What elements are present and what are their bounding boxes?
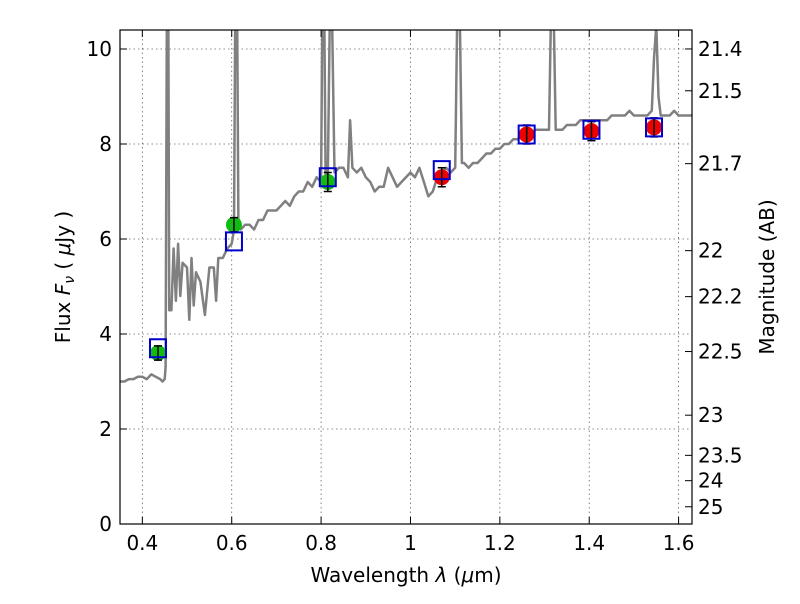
mag-tick-label: 21.5 <box>698 79 743 103</box>
mag-tick-label: 23.5 <box>698 443 743 467</box>
model-point <box>432 160 451 181</box>
mag-tick-label: 23 <box>698 403 723 427</box>
x-tick-label: 1 <box>404 531 417 555</box>
x-tick-label: 1.2 <box>484 531 516 555</box>
x-tick-label: 0.4 <box>126 531 158 555</box>
photometry-points <box>148 117 664 361</box>
model-point <box>318 167 337 188</box>
mag-tick-label: 21.4 <box>698 37 743 61</box>
model-point <box>517 124 536 145</box>
x-tick-label: 1.4 <box>573 531 605 555</box>
model-point <box>645 117 664 138</box>
mag-tick-label: 25 <box>698 495 723 519</box>
y-tick-label: 10 <box>87 37 112 61</box>
y-tick-label: 2 <box>99 417 112 441</box>
mag-tick-label: 24 <box>698 469 723 493</box>
y-tick-label: 4 <box>99 322 112 346</box>
y-tick-label: 8 <box>99 132 112 156</box>
x-axis-label: Wavelength λ (μm) <box>310 563 501 587</box>
y-tick-label: 6 <box>99 227 112 251</box>
model-point <box>582 119 601 140</box>
mag-tick-label: 21.7 <box>698 152 743 176</box>
mag-tick-label: 22.2 <box>698 285 743 309</box>
mag-tick-label: 22 <box>698 239 723 263</box>
x-tick-label: 1.6 <box>663 531 695 555</box>
model-point <box>224 231 243 252</box>
x-tick-label: 0.8 <box>305 531 337 555</box>
mag-tick-label: 22.5 <box>698 340 743 364</box>
plot-background <box>120 30 692 524</box>
y-tick-label: 0 <box>99 512 112 536</box>
y-axis-label: Flux Fν ( μJy ) <box>51 211 78 343</box>
plot-frame <box>119 29 693 525</box>
secondary-y-axis-label: Magnitude (AB) <box>755 199 779 354</box>
model-point <box>148 338 167 359</box>
x-tick-label: 0.6 <box>216 531 248 555</box>
